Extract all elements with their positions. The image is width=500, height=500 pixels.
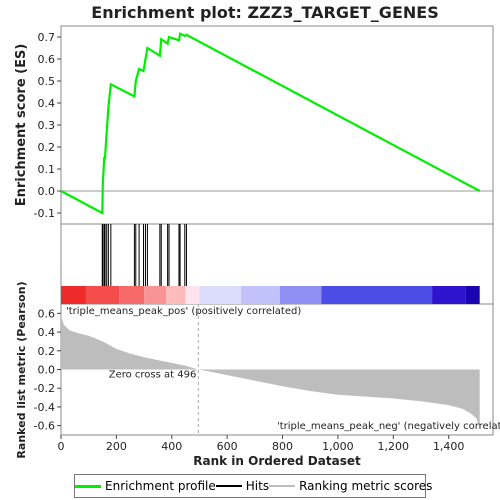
ranking-heat-bar bbox=[61, 286, 480, 304]
bottom-y-tick-label: 0.4 bbox=[38, 326, 56, 339]
heat-segment bbox=[166, 286, 186, 304]
heat-segment bbox=[119, 286, 145, 304]
top-y-tick-label: 0.5 bbox=[38, 75, 56, 88]
top-y-tick-label: 0.7 bbox=[38, 31, 56, 44]
enrichment-profile-series bbox=[60, 32, 481, 215]
zero-cross-label: Zero cross at 496 bbox=[109, 370, 197, 381]
legend: Enrichment profile Hits Ranking metric s… bbox=[74, 474, 432, 498]
ranking-metric-area bbox=[61, 315, 480, 428]
top-y-tick-label: 0.2 bbox=[38, 141, 56, 154]
legend-label: Hits bbox=[245, 479, 270, 493]
top-y-axis-label: Enrichment score (ES) bbox=[14, 44, 29, 207]
heat-segment bbox=[85, 286, 120, 304]
neg-correlation-label: 'triple_means_peak_neg' (negatively corr… bbox=[277, 421, 500, 432]
heat-segment bbox=[465, 286, 480, 304]
x-tick-label: 0 bbox=[58, 440, 65, 453]
x-tick-label: 600 bbox=[217, 440, 238, 453]
hits-marks bbox=[101, 224, 187, 286]
top-y-tick-label: 0.4 bbox=[38, 97, 56, 110]
bottom-y-tick-label: 0.2 bbox=[38, 345, 56, 358]
x-tick-label: 1,200 bbox=[378, 440, 410, 453]
heat-segment bbox=[61, 286, 86, 304]
heat-segment bbox=[279, 286, 322, 304]
bottom-y-tick-label: -0.2 bbox=[34, 382, 55, 395]
bottom-y-tick-label: -0.4 bbox=[34, 401, 55, 414]
top-y-tick-label: 0.6 bbox=[38, 53, 56, 66]
bottom-y-tick-label: -0.6 bbox=[34, 420, 55, 433]
x-tick-label: 1,000 bbox=[322, 440, 354, 453]
top-y-tick-label: -0.1 bbox=[34, 207, 55, 220]
x-tick-label: 1,400 bbox=[433, 440, 465, 453]
x-axis-label: Rank in Ordered Dataset bbox=[193, 454, 361, 468]
zero-cross-marker: Zero cross at 496 bbox=[109, 304, 199, 435]
legend-swatch-hits bbox=[215, 485, 242, 487]
bottom-panel-y-ticks: -0.6 -0.4 -0.2 0.0 0.2 0.4 0.6 bbox=[34, 307, 61, 433]
x-tick-label: 400 bbox=[161, 440, 182, 453]
enrichment-profile-line bbox=[60, 32, 481, 215]
x-tick-label: 200 bbox=[106, 440, 127, 453]
top-y-tick-label: 0.0 bbox=[38, 185, 56, 198]
bottom-y-axis-label: Ranked list metric (Pearson) bbox=[15, 281, 28, 458]
legend-item-ranking-metric: Ranking metric scores bbox=[269, 479, 432, 493]
heat-segment bbox=[321, 286, 433, 304]
bottom-y-tick-label: 0.0 bbox=[38, 364, 56, 377]
legend-item-enrichment-profile: Enrichment profile bbox=[75, 479, 216, 493]
legend-label: Ranking metric scores bbox=[299, 479, 433, 493]
heat-segment bbox=[241, 286, 280, 304]
heat-segment bbox=[144, 286, 167, 304]
heat-segment bbox=[199, 286, 241, 304]
legend-swatch-enrichment-profile bbox=[75, 484, 101, 488]
top-panel-frame bbox=[60, 25, 494, 225]
ranking-metric-series bbox=[61, 315, 480, 428]
top-panel-y-ticks: -0.1 0.0 0.1 0.2 0.3 0.4 0.5 0.6 0.7 bbox=[34, 31, 61, 220]
chart-title: Enrichment plot: ZZZ3_TARGET_GENES bbox=[91, 3, 438, 22]
x-tick-label: 800 bbox=[272, 440, 293, 453]
legend-swatch-ranking-metric bbox=[269, 485, 296, 487]
top-y-tick-label: 0.1 bbox=[38, 163, 56, 176]
heat-segment bbox=[432, 286, 466, 304]
legend-item-hits: Hits bbox=[215, 479, 270, 493]
top-y-tick-label: 0.3 bbox=[38, 119, 56, 132]
legend-label: Enrichment profile bbox=[105, 479, 216, 493]
x-axis: 0 200 400 600 800 1,000 1,200 1,400 bbox=[58, 435, 465, 453]
pos-correlation-label: 'triple_means_peak_pos' (positively corr… bbox=[66, 306, 301, 317]
heat-segment bbox=[185, 286, 200, 304]
bottom-y-tick-label: 0.6 bbox=[38, 307, 56, 320]
